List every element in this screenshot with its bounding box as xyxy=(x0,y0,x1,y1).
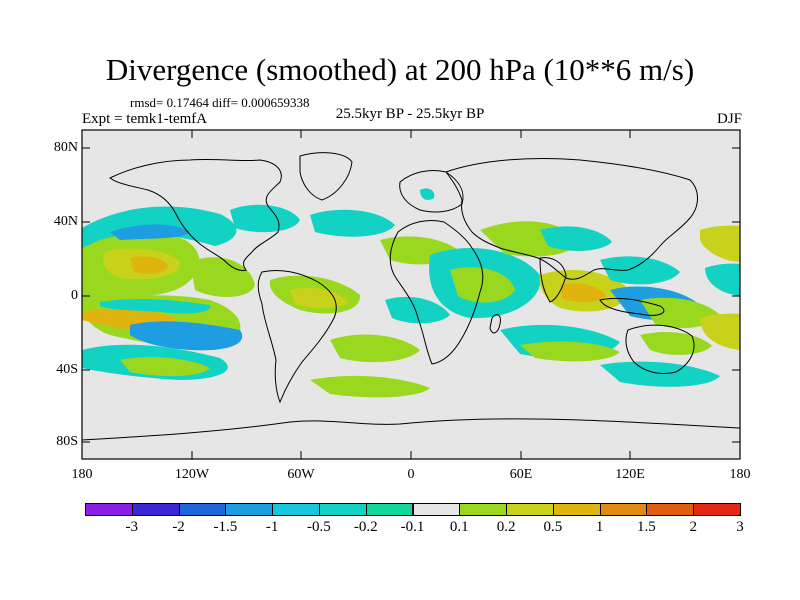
colorbar-label: 1 xyxy=(595,519,604,535)
colorbar-swatch xyxy=(459,503,508,516)
colorbar-label: -0.5 xyxy=(307,519,331,535)
field-blob xyxy=(290,287,348,309)
axis-ticks xyxy=(81,130,741,459)
colorbar-label: -0.1 xyxy=(400,519,425,535)
field-blob xyxy=(385,296,450,324)
field-blob xyxy=(100,298,211,314)
field-blob xyxy=(700,225,740,262)
field-blob xyxy=(600,361,720,387)
colorbar-swatch xyxy=(412,503,461,516)
lon-tick-label: 60E xyxy=(509,467,533,482)
field-blob xyxy=(310,209,395,237)
colorbar-swatch xyxy=(318,503,367,516)
lat-tick-label: 0 xyxy=(71,288,78,303)
coastline-madagascar xyxy=(489,314,501,334)
colorbar-swatch xyxy=(646,503,695,516)
field-blob xyxy=(110,224,190,240)
colorbar-label: 0.1 xyxy=(449,519,469,535)
field-blob xyxy=(520,341,620,362)
field-blob xyxy=(420,188,435,200)
field-blob xyxy=(130,321,243,351)
field-blob xyxy=(560,283,606,303)
coastlines xyxy=(82,152,740,441)
colorbar-swatch xyxy=(178,503,227,516)
colorbar-label: -3 xyxy=(125,519,139,535)
field-blob xyxy=(330,334,420,363)
colorbar-swatch xyxy=(506,503,554,516)
coastline-indonesia xyxy=(599,297,665,316)
colorbar-label: 3 xyxy=(736,519,744,535)
colorbar-label: -1 xyxy=(265,519,279,535)
field-blob xyxy=(540,226,612,251)
lat-tick-label: 80S xyxy=(56,434,78,449)
colorbar-swatch xyxy=(272,503,320,516)
plot-title: Divergence (smoothed) at 200 hPa (10**6 … xyxy=(105,52,695,87)
lon-tick-label: 120E xyxy=(615,467,645,482)
period-label: 25.5kyr BP - 25.5kyr BP xyxy=(335,106,485,122)
stats-label: rmsd= 0.17464 diff= 0.000659338 xyxy=(130,95,310,110)
colorbar-swatch xyxy=(85,503,133,516)
lon-tick-label: 0 xyxy=(407,467,415,482)
coastline-south-america xyxy=(257,269,337,404)
colorbar-label: 1.5 xyxy=(637,519,656,535)
lon-tick-label: 180 xyxy=(71,467,93,482)
colorbar-label: 2 xyxy=(689,519,697,535)
field-blob xyxy=(700,313,740,350)
coastline-india xyxy=(539,257,567,303)
colorbar-label: -0.2 xyxy=(353,519,378,535)
coastline-australia xyxy=(625,324,695,375)
coastline-antarctica xyxy=(82,418,740,441)
colorbar-label: 0.5 xyxy=(543,519,563,535)
colorbar-swatch xyxy=(365,503,414,516)
experiment-label: Expt = temk1-temfA xyxy=(82,111,208,127)
lat-tick-label: 40S xyxy=(56,362,78,377)
colorbar-label: -2 xyxy=(172,519,185,535)
field-blob xyxy=(130,256,168,274)
coastline-north-america xyxy=(109,158,282,271)
field-blob xyxy=(230,204,300,233)
lat-tick-label: 40N xyxy=(53,214,78,229)
colorbar-swatch xyxy=(552,503,601,516)
season-label: DJF xyxy=(716,111,742,127)
divergence-field xyxy=(82,188,740,398)
colorbar-swatch xyxy=(599,503,648,516)
field-blob xyxy=(120,357,210,377)
colorbar-label: -1.5 xyxy=(213,519,238,535)
field-blob xyxy=(190,257,255,297)
colorbar-swatch xyxy=(131,503,180,516)
lon-tick-label: 60W xyxy=(287,467,315,482)
colorbar-swatch xyxy=(225,503,274,516)
coastline-europe-africa xyxy=(389,219,484,365)
field-blob xyxy=(705,263,740,296)
colorbar-label: 0.2 xyxy=(496,519,516,535)
coastline-greenland xyxy=(299,152,353,201)
lon-tick-label: 180 xyxy=(729,467,751,482)
field-blob xyxy=(310,375,430,398)
lat-tick-label: 80N xyxy=(53,140,78,155)
field-blob xyxy=(640,297,720,329)
field-blob xyxy=(600,256,680,285)
coastline-asia xyxy=(445,158,698,280)
colorbar-swatch xyxy=(693,503,741,516)
lon-tick-label: 120W xyxy=(174,467,210,482)
